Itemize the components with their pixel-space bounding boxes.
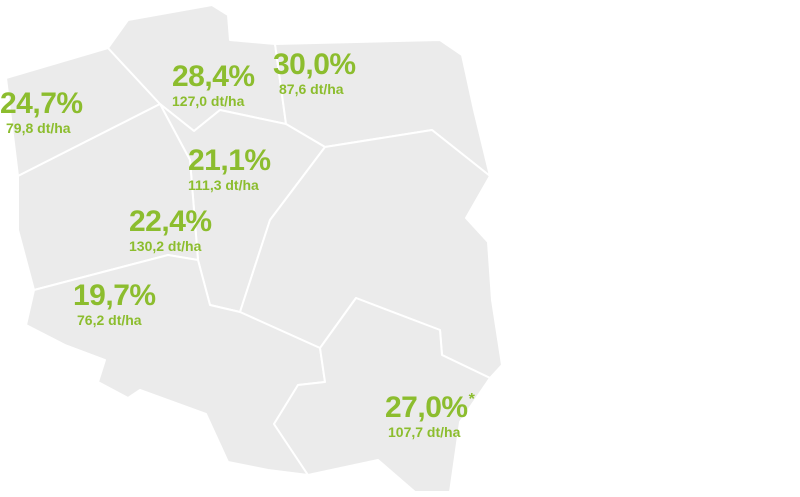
region-label-southwest: 19,7% 76,2 dt/ha [73, 279, 156, 328]
region-label-southeast: 27,0%* 107,7 dt/ha [385, 391, 475, 440]
share-percent: 19,7% [73, 279, 156, 312]
share-percent: 22,4% [129, 205, 212, 238]
region-southeast [273, 297, 491, 493]
yield-value: 76,2 dt/ha [77, 312, 142, 328]
region-label-northwest: 24,7% 79,8 dt/ha [0, 87, 83, 136]
share-percent: 24,7% [0, 87, 83, 120]
yield-value: 130,2 dt/ha [129, 238, 202, 254]
footnote-marker: * [468, 391, 475, 408]
region-label-north-central: 28,4% 127,0 dt/ha [172, 60, 255, 109]
region-label-north-east-coast: 30,0% 87,6 dt/ha [273, 48, 356, 97]
share-percent: 21,1% [188, 144, 271, 177]
share-percent: 27,0% [385, 391, 468, 424]
region-southwest [25, 254, 326, 476]
yield-value: 79,8 dt/ha [6, 120, 71, 136]
share-percent: 28,4% [172, 60, 255, 93]
yield-value: 87,6 dt/ha [279, 81, 344, 97]
region-label-west-central: 22,4% 130,2 dt/ha [129, 205, 212, 254]
region-label-central: 21,1% 111,3 dt/ha [188, 144, 271, 193]
yield-value: 127,0 dt/ha [172, 93, 245, 109]
share-percent: 30,0% [273, 48, 356, 81]
yield-value: 111,3 dt/ha [188, 177, 259, 193]
yield-value: 107,7 dt/ha [388, 424, 461, 440]
